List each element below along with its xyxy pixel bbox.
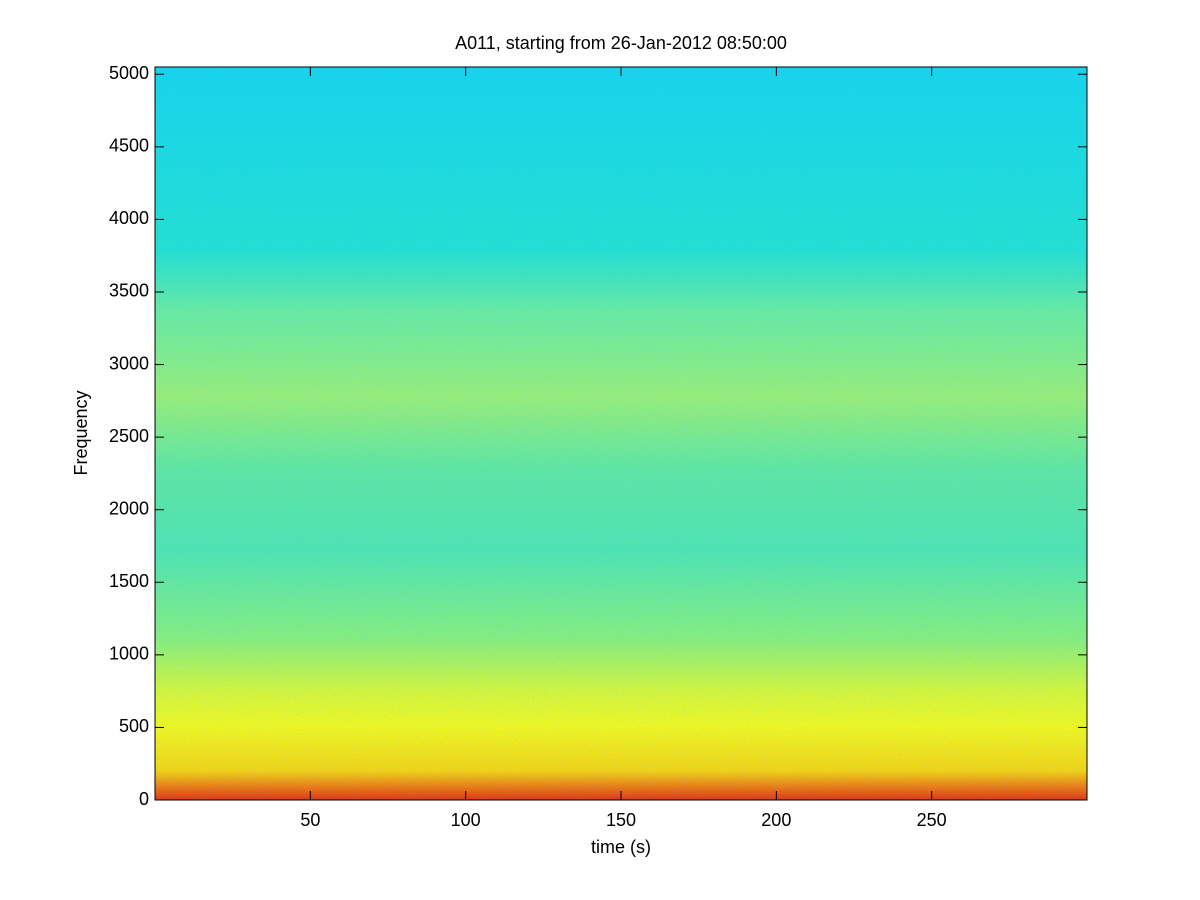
x-tick-label: 50 <box>300 810 320 830</box>
y-axis-label: Frequency <box>71 390 91 475</box>
spectrogram-noise <box>155 67 1087 800</box>
y-tick-label: 4000 <box>109 208 149 228</box>
y-tick-label: 1000 <box>109 644 149 664</box>
chart-title: A011, starting from 26-Jan-2012 08:50:00 <box>455 33 787 53</box>
y-tick-label: 4500 <box>109 136 149 156</box>
x-tick-label: 100 <box>451 810 481 830</box>
y-tick-label: 5000 <box>109 63 149 83</box>
y-tick-label: 2000 <box>109 498 149 518</box>
x-tick-label: 250 <box>917 810 947 830</box>
y-tick-label: 3000 <box>109 353 149 373</box>
x-axis-label: time (s) <box>591 837 651 857</box>
y-tick-label: 500 <box>119 716 149 736</box>
y-tick-label: 1500 <box>109 571 149 591</box>
y-tick-label: 2500 <box>109 426 149 446</box>
y-tick-label: 0 <box>139 789 149 809</box>
x-tick-label: 150 <box>606 810 636 830</box>
x-tick-label: 200 <box>761 810 791 830</box>
y-tick-label: 3500 <box>109 281 149 301</box>
